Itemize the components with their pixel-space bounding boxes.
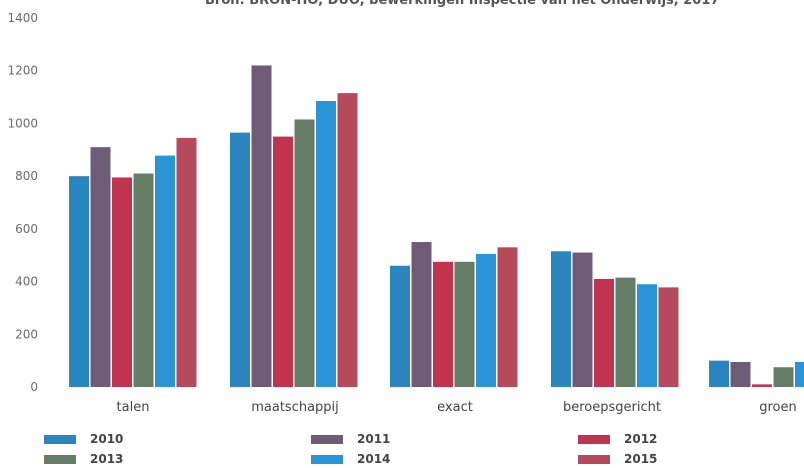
bar-maatschappij-2013 [294,119,315,387]
bar-groen-2013 [773,367,794,387]
bar-talen-2010 [69,176,89,387]
bar-exact-2013 [454,261,475,387]
bar-talen-2011 [90,147,111,387]
bar-beroepsgericht-2010 [551,251,571,387]
bar-maatschappij-2015 [337,93,358,387]
category-label: exact [437,400,473,415]
bar-maatschappij-2010 [230,132,250,387]
category-label: maatschappij [251,400,339,415]
bar-talen-2012 [112,177,132,387]
bar-beroepsgericht-2015 [658,287,679,387]
bar-beroepsgericht-2014 [637,284,657,387]
bar-maatschappij-2012 [273,136,293,387]
bar-talen-2014 [155,155,175,387]
bar-exact-2015 [497,247,518,387]
bar-maatschappij-2011 [251,65,272,387]
chart-source-title: Bron: BRON-HO, DUO, bewerkingen Inspecti… [205,0,720,8]
y-tick-label: 200 [15,327,38,341]
category-label: talen [117,400,150,415]
y-tick-label: 800 [15,169,38,183]
bar-exact-2014 [476,253,496,387]
y-tick-label: 600 [15,222,38,236]
bar-exact-2011 [411,242,432,387]
bar-beroepsgericht-2013 [615,277,636,387]
bar-groen-2010 [709,360,729,387]
bar-groen-2011 [730,361,751,387]
bar-talen-2013 [133,173,154,387]
category-label: groen [759,400,797,415]
y-tick-label: 1400 [7,11,38,25]
bars [69,65,804,388]
category-label: beroepsgericht [563,400,661,415]
bar-talen-2015 [176,137,197,387]
category-labels: talen maatschappij exact beroepsgericht groe… [117,400,797,415]
y-tick-label: 400 [15,275,38,289]
bar-groen-2014 [795,361,804,387]
bar-beroepsgericht-2012 [594,278,614,387]
y-axis-ticks: 0 200 400 600 800 1000 1200 1400 [7,11,38,394]
bar-exact-2012 [433,261,453,387]
y-tick-label: 0 [30,380,38,394]
y-tick-label: 1200 [7,64,38,78]
bar-groen-2012 [752,384,772,387]
bar-beroepsgericht-2011 [572,252,593,387]
y-tick-label: 1000 [7,116,38,130]
bar-exact-2010 [390,265,410,387]
bar-maatschappij-2014 [316,101,336,388]
